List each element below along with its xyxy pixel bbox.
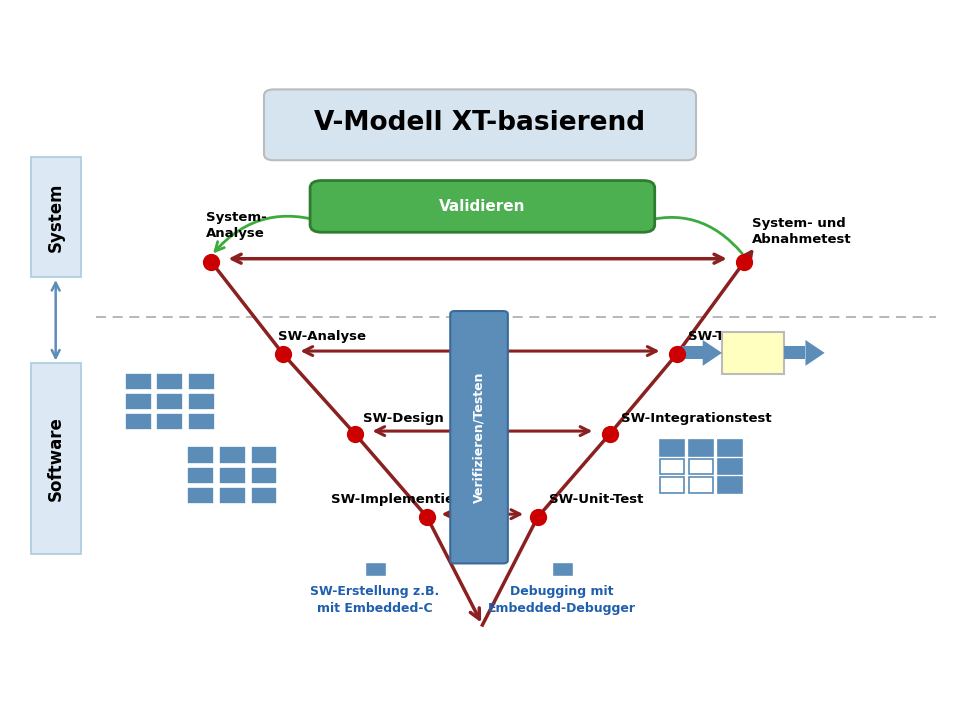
Text: SW-Design: SW-Design xyxy=(363,412,444,425)
Bar xyxy=(718,459,742,474)
Text: System: System xyxy=(47,183,64,252)
Point xyxy=(602,428,617,440)
Bar xyxy=(187,487,214,504)
Bar xyxy=(125,393,152,410)
Text: Software: Software xyxy=(47,416,64,501)
FancyBboxPatch shape xyxy=(264,89,696,161)
Bar xyxy=(552,562,573,576)
Text: SW-Unit-Test: SW-Unit-Test xyxy=(549,493,643,506)
Bar xyxy=(156,373,183,390)
FancyBboxPatch shape xyxy=(31,157,81,277)
Bar xyxy=(689,441,713,456)
Bar xyxy=(660,459,684,474)
Text: SW-Analyse: SW-Analyse xyxy=(278,330,367,343)
Point xyxy=(204,256,219,268)
Bar xyxy=(188,373,215,390)
Bar xyxy=(187,467,214,484)
Point xyxy=(530,511,545,523)
FancyBboxPatch shape xyxy=(450,311,508,564)
Point xyxy=(669,348,684,360)
Bar xyxy=(718,477,742,492)
Text: System-
Analyse: System- Analyse xyxy=(206,211,267,240)
Bar xyxy=(187,446,214,464)
Text: Debugging mit
Embedded-Debugger: Debugging mit Embedded-Debugger xyxy=(488,585,636,615)
Point xyxy=(276,348,291,360)
Text: SW-Test: SW-Test xyxy=(688,330,746,343)
Text: SW-Erstellung z.B.
mit Embedded-C: SW-Erstellung z.B. mit Embedded-C xyxy=(310,585,439,615)
Polygon shape xyxy=(805,340,825,366)
Polygon shape xyxy=(703,340,722,366)
Point xyxy=(420,511,435,523)
Bar xyxy=(251,446,277,464)
Bar xyxy=(784,346,805,359)
Text: SW-Implementierung: SW-Implementierung xyxy=(331,493,490,506)
Bar xyxy=(125,413,152,431)
Bar xyxy=(219,446,246,464)
Text: Validieren: Validieren xyxy=(439,199,526,214)
Bar xyxy=(219,467,246,484)
Bar xyxy=(251,467,277,484)
Bar xyxy=(188,393,215,410)
Bar xyxy=(219,487,246,504)
Bar xyxy=(156,413,183,431)
Text: SW-Integrationstest: SW-Integrationstest xyxy=(621,412,772,425)
Bar xyxy=(156,393,183,410)
Bar xyxy=(251,487,277,504)
Bar xyxy=(188,413,215,431)
Point xyxy=(348,428,363,440)
FancyBboxPatch shape xyxy=(31,364,81,554)
Bar xyxy=(125,373,152,390)
Text: System- und
Abnahmetest: System- und Abnahmetest xyxy=(752,217,852,246)
Text: © MicroConsult - Microelectronics Consulting & Training GmbH: © MicroConsult - Microelectronics Consul… xyxy=(234,693,726,707)
Text: V-Modell XT-basierend: V-Modell XT-basierend xyxy=(315,110,645,136)
Bar xyxy=(718,441,742,456)
Point xyxy=(736,256,752,268)
Text: Verifizieren/Testen: Verifizieren/Testen xyxy=(472,372,486,503)
Bar xyxy=(689,459,713,474)
Text: MicroConsult  -  Experience  Embedded
Training and Coaching: MicroConsult - Experience Embedded Train… xyxy=(282,9,678,53)
FancyBboxPatch shape xyxy=(310,181,655,233)
Bar xyxy=(660,477,684,492)
Bar xyxy=(682,346,703,359)
Bar xyxy=(660,441,684,456)
Bar xyxy=(722,332,784,374)
Bar xyxy=(689,477,713,492)
Bar xyxy=(365,562,386,576)
